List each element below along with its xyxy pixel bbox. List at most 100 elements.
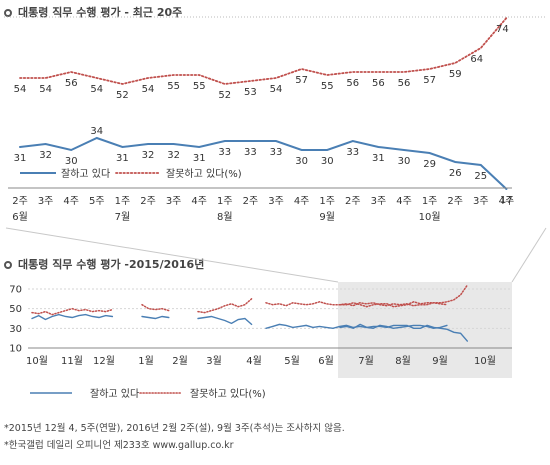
chart1-title: 대통령 직무 수행 평가 - 최근 20주 bbox=[4, 4, 182, 20]
chart1-series-1-data-label: 56 bbox=[398, 78, 411, 89]
chart1-x-tick-label: 4주 bbox=[191, 196, 207, 207]
chart1-x-tick-label: 3주 bbox=[371, 196, 387, 207]
chart2-month-label: 10월 bbox=[26, 355, 48, 367]
chart2-legend-label-0: 잘하고 있다 bbox=[90, 387, 139, 400]
chart2-y-tick-label: 10 bbox=[9, 344, 22, 355]
chart1-x-tick-label: 4주 bbox=[294, 196, 310, 207]
chart2-series-0-segment-line bbox=[31, 313, 114, 321]
chart1-x-tick-label: 4주 bbox=[63, 196, 79, 207]
chart1-series-0-data-label: 33 bbox=[218, 147, 231, 158]
chart2-month-label: 5월 bbox=[284, 355, 300, 367]
chart1-series-1-data-label: 54 bbox=[270, 84, 283, 95]
chart1-x-tick-label: 1주 bbox=[217, 196, 233, 207]
chart1-x-month-label: 10월 bbox=[419, 211, 441, 223]
chart1-x-tick-label: 2주 bbox=[12, 196, 28, 207]
chart1-series-1-data-label: 54 bbox=[90, 84, 103, 95]
chart1-series-0-data-label: 31 bbox=[14, 153, 27, 164]
chart1-x-month-label: 9월 bbox=[319, 211, 335, 223]
chart1-series-0-data-label: 32 bbox=[39, 150, 52, 161]
chart1-x-tick-label: 3주 bbox=[38, 196, 54, 207]
chart2-month-label: 2월 bbox=[172, 355, 188, 367]
chart2-legend-label-1: 잘못하고 있다(%) bbox=[190, 387, 266, 400]
chart2-title-text: 대통령 직무 수행 평가 -2015/2016년 bbox=[18, 258, 205, 271]
chart1-x-tick-label: 3주 bbox=[166, 196, 182, 207]
chart1-x-tick-label: 4주 bbox=[499, 196, 515, 207]
chart1-series-0-data-label: 31 bbox=[372, 153, 385, 164]
chart1-legend-label-0: 잘하고 있다 bbox=[61, 167, 110, 180]
chart2-month-label: 9월 bbox=[432, 355, 448, 367]
chart2-highlight-band bbox=[338, 282, 512, 378]
circle-bullet-icon bbox=[4, 261, 12, 269]
chart1-series-1-line bbox=[19, 17, 508, 85]
chart1-legend-label-1: 잘못하고 있다(%) bbox=[166, 167, 242, 180]
chart1-x-tick-label: 2주 bbox=[243, 196, 259, 207]
chart1-title-text: 대통령 직무 수행 평가 - 최근 20주 bbox=[18, 6, 183, 19]
chart2-month-label: 1월 bbox=[138, 355, 154, 367]
chart1-x-tick-label: 1주 bbox=[319, 196, 335, 207]
chart2-title: 대통령 직무 수행 평가 -2015/2016년 bbox=[4, 256, 204, 272]
zoom-connector-left bbox=[5, 227, 339, 283]
chart2-month-label: 4월 bbox=[246, 355, 262, 367]
chart1-x-month-label: 8월 bbox=[217, 211, 233, 223]
chart1-series-0-data-label: 26 bbox=[449, 168, 462, 179]
chart1-series-0-data-label: 31 bbox=[116, 153, 129, 164]
chart2-month-label: 12월 bbox=[93, 355, 115, 367]
chart2-month-label: 3월 bbox=[206, 355, 222, 367]
chart1-series-1-data-label: 52 bbox=[116, 90, 129, 101]
chart2-series-0-segment-line bbox=[141, 315, 170, 320]
chart1-series-1-data-label: 55 bbox=[321, 81, 334, 92]
chart1-x-tick-label: 1주 bbox=[422, 196, 438, 207]
chart1-series-1-data-label: 59 bbox=[449, 69, 462, 80]
chart1-x-month-label: 7월 bbox=[115, 211, 131, 223]
chart2-y-tick-label: 30 bbox=[9, 324, 22, 335]
chart2-series-0-segment-line bbox=[197, 315, 253, 326]
chart1-series-1-data-label: 54 bbox=[142, 84, 155, 95]
chart1-series-1-data-label: 57 bbox=[295, 75, 308, 86]
chart1-x-tick-label: 4주 bbox=[396, 196, 412, 207]
chart1-series-0-data-label: 30 bbox=[398, 156, 411, 167]
chart1-x-month-label: 6월 bbox=[12, 211, 28, 223]
chart1-series-0-data-label: 17 bbox=[500, 195, 513, 206]
chart1-series-1-data-label: 54 bbox=[39, 84, 52, 95]
chart1-x-tick-label: 2주 bbox=[447, 196, 463, 207]
chart2-month-label: 10월 bbox=[474, 355, 496, 367]
chart1-series-0-data-label: 34 bbox=[90, 126, 103, 137]
chart1-series-0-data-label: 33 bbox=[244, 147, 257, 158]
chart2-series-1-segment-line bbox=[31, 307, 114, 316]
chart1-series-0-data-label: 30 bbox=[65, 156, 78, 167]
chart2-series-1-segment-line bbox=[265, 301, 448, 307]
chart1-series-0-data-label: 29 bbox=[423, 159, 436, 170]
chart1-series-0-data-label: 30 bbox=[321, 156, 334, 167]
footnote-1: *2015년 12월 4, 5주(연말), 2016년 2월 2주(설), 9월… bbox=[4, 423, 345, 434]
chart1-series-0-data-label: 25 bbox=[474, 171, 487, 182]
chart1-series-0-data-label: 31 bbox=[193, 153, 206, 164]
chart1-series-1-data-label: 55 bbox=[167, 81, 180, 92]
chart1-series-1-data-label: 56 bbox=[372, 78, 385, 89]
chart1-x-tick-label: 2주 bbox=[345, 196, 361, 207]
chart2-y-tick-label: 70 bbox=[9, 285, 22, 296]
footnote-2: *한국갤럽 데일리 오피니언 제233호 www.gallup.co.kr bbox=[4, 440, 234, 451]
chart1-x-tick-label: 3주 bbox=[473, 196, 489, 207]
chart1-series-0-line bbox=[19, 136, 508, 190]
circle-bullet-icon bbox=[4, 9, 12, 17]
chart1-series-0-data-label: 32 bbox=[167, 150, 180, 161]
chart2-series-1-segment-line bbox=[141, 303, 170, 312]
chart2-month-label: 11월 bbox=[61, 355, 83, 367]
chart1-series-0-data-label: 33 bbox=[270, 147, 283, 158]
chart1-series-1-data-label: 74 bbox=[496, 24, 509, 35]
chart1-x-tick-label: 3주 bbox=[268, 196, 284, 207]
chart1-series-1-data-label: 54 bbox=[14, 84, 27, 95]
chart1-series-0-data-label: 32 bbox=[142, 150, 155, 161]
chart2-y-tick-label: 50 bbox=[9, 304, 22, 315]
chart2-month-label: 7월 bbox=[358, 355, 374, 367]
chart1-series-0-data-label: 30 bbox=[295, 156, 308, 167]
chart2-series-1-segment-line bbox=[197, 298, 253, 314]
chart1-series-1-data-label: 55 bbox=[193, 81, 206, 92]
chart2-month-label: 6월 bbox=[318, 355, 334, 367]
chart1-x-tick-label: 2주 bbox=[140, 196, 156, 207]
chart2-series-0-segment-line bbox=[339, 323, 468, 342]
chart1-series-1-data-label: 56 bbox=[346, 78, 359, 89]
chart1-series-0-data-label: 33 bbox=[346, 147, 359, 158]
chart1-series-1-data-label: 57 bbox=[423, 75, 436, 86]
